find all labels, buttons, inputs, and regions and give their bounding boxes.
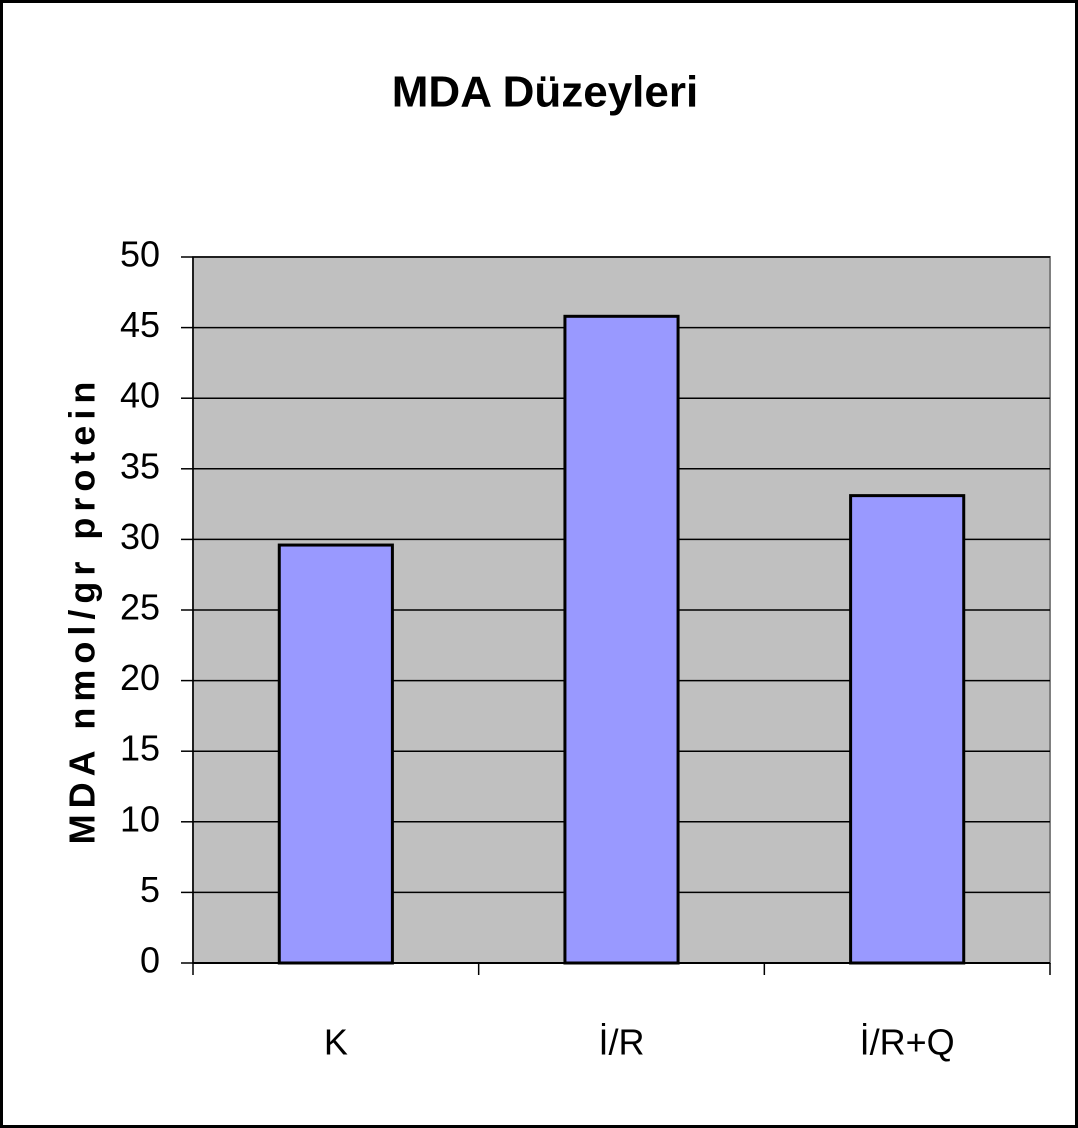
y-axis-label: MDA nmol/gr protein: [62, 376, 103, 845]
bar: [277, 543, 394, 965]
y-tick-label: 10: [120, 798, 160, 839]
x-tick-label: K: [324, 1022, 348, 1063]
x-tick-label: İ/R+Q: [860, 1022, 955, 1063]
x-tick-label: İ/R: [598, 1022, 644, 1063]
y-tick-label: 35: [120, 445, 160, 486]
y-tick-label: 40: [120, 375, 160, 416]
y-tick-label: 5: [140, 869, 160, 910]
y-tick-label: 15: [120, 728, 160, 769]
y-tick-label: 50: [120, 234, 160, 275]
y-tick-label: 45: [120, 304, 160, 345]
y-tick-label: 25: [120, 587, 160, 628]
y-tick-label: 0: [140, 940, 160, 981]
y-tick-label: 20: [120, 657, 160, 698]
bar: [563, 314, 680, 965]
bar: [849, 494, 966, 965]
y-tick-label: 30: [120, 516, 160, 557]
chart-title: MDA Düzeyleri: [392, 68, 698, 117]
